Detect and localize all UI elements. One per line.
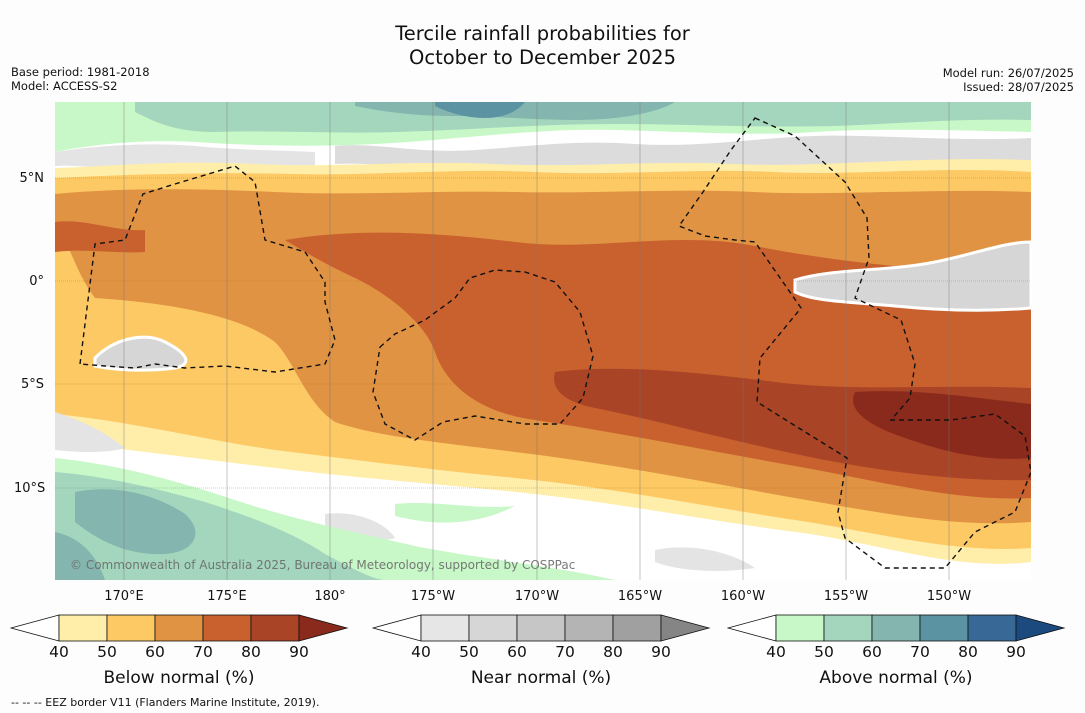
cb-tick: 60 (507, 643, 527, 661)
cb-tick: 80 (603, 643, 623, 661)
cb-tick: 90 (1006, 643, 1026, 661)
colorbar-near-normal (372, 614, 711, 642)
x-tick-180: 180° (314, 589, 346, 604)
cb-tick: 90 (651, 643, 671, 661)
cb-tick: 40 (766, 643, 786, 661)
title-line-2: October to December 2025 (409, 46, 676, 69)
above-normal-70-north (435, 102, 525, 118)
issued-date: Issued: 28/07/2025 (963, 80, 1074, 94)
base-period: Base period: 1981-2018 (11, 65, 150, 79)
meta-left: Base period: 1981-2018 Model: ACCESS-S2 (11, 65, 150, 93)
graticule (55, 102, 1031, 580)
x-tick-160w: 160°W (720, 589, 766, 604)
x-tick-175w: 175°W (410, 589, 456, 604)
below-normal-90-core (853, 391, 1031, 459)
colorbar-swatch (612, 614, 662, 642)
colorbar-swatch (106, 614, 156, 642)
colorbar-swatch (823, 614, 873, 642)
cb-tick: 60 (862, 643, 882, 661)
colorbar-swatch (967, 614, 1017, 642)
y-tick-equator: 0° (29, 274, 44, 289)
x-tick-170w: 170°W (514, 589, 560, 604)
near-normal-north-west (55, 144, 315, 169)
cb-tick: 80 (958, 643, 978, 661)
cb-tick: 70 (555, 643, 575, 661)
colorbar-swatch (871, 614, 921, 642)
colorbar-swatch (919, 614, 969, 642)
cb-tick: 50 (97, 643, 117, 661)
y-tick-5s: 5°S (20, 377, 44, 392)
model-run: Model run: 26/07/2025 (942, 66, 1074, 80)
title-line-1: Tercile rainfall probabilities for (395, 22, 690, 45)
cb-tick: 40 (411, 643, 431, 661)
colorbar-swatch (564, 614, 614, 642)
eez-footnote: -- -- -- EEZ border V11 (Flanders Marine… (11, 696, 320, 709)
colorbar-over-triangle (660, 614, 711, 642)
colorbar-label-below: Below normal (%) (103, 668, 255, 688)
cb-tick: 80 (241, 643, 261, 661)
x-tick-170e: 170°E (104, 589, 144, 604)
cb-tick: 50 (814, 643, 834, 661)
colorbar-swatch (516, 614, 566, 642)
colorbar-over-triangle (298, 614, 349, 642)
cb-tick: 90 (289, 643, 309, 661)
colorbar-above-normal (727, 614, 1066, 642)
cb-tick: 60 (145, 643, 165, 661)
colorbar-swatch (202, 614, 252, 642)
colorbar-swatch (250, 614, 300, 642)
cb-tick: 50 (459, 643, 479, 661)
rainfall-map (55, 102, 1031, 580)
colorbar-swatch (775, 614, 825, 642)
x-tick-150w: 150°W (926, 589, 972, 604)
colorbar-under-triangle (727, 614, 777, 642)
above-normal-60-south (55, 489, 196, 580)
colorbar-over-triangle (1015, 614, 1066, 642)
colorbar-swatch (154, 614, 204, 642)
y-tick-5n: 5°N (19, 171, 45, 186)
y-tick-10s: 10°S (14, 481, 46, 496)
colorbar-swatch (58, 614, 108, 642)
x-tick-155w: 155°W (823, 589, 869, 604)
colorbar-under-triangle (372, 614, 422, 642)
colorbar-label-above: Above normal (%) (819, 668, 973, 688)
colorbar-label-near: Near normal (%) (470, 668, 612, 688)
eez-borders (79, 117, 1031, 569)
colorbar-swatch (420, 614, 470, 642)
model-name: Model: ACCESS-S2 (11, 79, 118, 93)
above-normal-60-north (355, 102, 675, 120)
near-normal-east-equator (793, 240, 1031, 312)
near-normal-north (335, 135, 1031, 169)
copyright-credit: © Commonwealth of Australia 2025, Bureau… (70, 558, 576, 572)
cb-tick: 40 (49, 643, 69, 661)
colorbar-under-triangle (10, 614, 60, 642)
colorbar-swatch (468, 614, 518, 642)
x-tick-175e: 175°E (207, 589, 247, 604)
x-tick-165w: 165°W (617, 589, 663, 604)
cb-tick: 70 (910, 643, 930, 661)
meta-right: Model run: 26/07/2025 Issued: 28/07/2025 (943, 66, 1074, 94)
cb-tick: 70 (193, 643, 213, 661)
near-normal-south (55, 412, 755, 571)
colorbar-below-normal (10, 614, 349, 642)
map-title: Tercile rainfall probabilities for Octob… (0, 22, 1085, 70)
